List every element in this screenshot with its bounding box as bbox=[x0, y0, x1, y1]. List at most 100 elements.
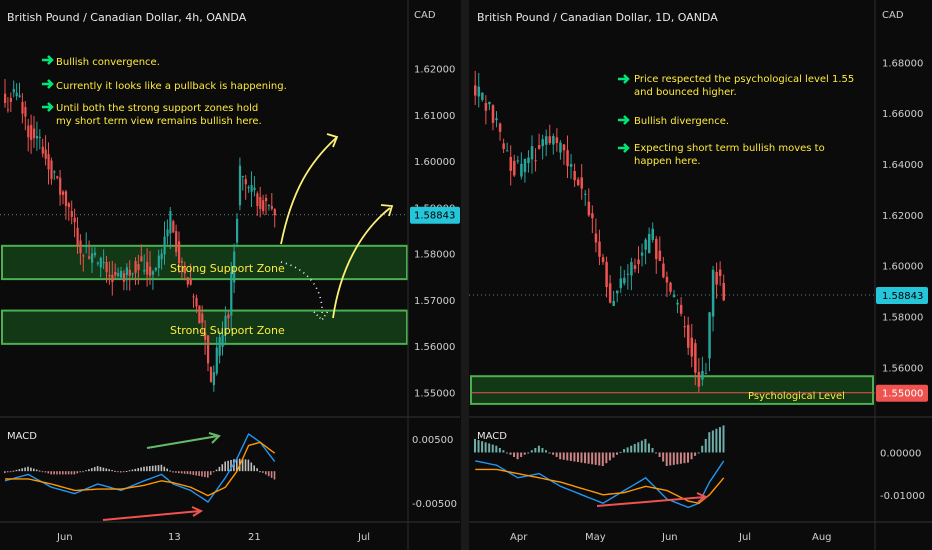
left-macd-histogram-bar bbox=[207, 471, 209, 478]
left-macd-histogram-bar bbox=[15, 469, 18, 472]
left-candle-body bbox=[93, 252, 97, 256]
right-candle-body bbox=[509, 156, 512, 171]
right-note-3: Expecting short term bullish moves to hap… bbox=[634, 143, 825, 167]
left-candle-body bbox=[76, 227, 79, 246]
left-macd-histogram-bar bbox=[88, 469, 90, 472]
left-macd-histogram-bar bbox=[137, 468, 139, 472]
right-macd-histogram-bar bbox=[520, 452, 523, 457]
left-macd-histogram-bar bbox=[178, 471, 180, 474]
left-note-3: Until both the strong support zones hold… bbox=[56, 103, 262, 127]
right-candle-body bbox=[722, 282, 725, 301]
right-candle-body bbox=[580, 177, 583, 189]
left-candle-body bbox=[18, 95, 21, 98]
left-macd-histogram-bar bbox=[221, 464, 224, 472]
left-candle-body bbox=[189, 279, 192, 285]
right-macd-histogram-bar bbox=[569, 452, 572, 461]
left-macd-histogram-bar bbox=[273, 471, 276, 480]
left-candle-body bbox=[140, 256, 143, 262]
right-candle-body bbox=[477, 86, 481, 97]
left-macd-histogram-bar bbox=[125, 471, 128, 473]
right-time-label: Aug bbox=[812, 532, 832, 543]
left-signal-line bbox=[5, 441, 276, 497]
projection-arrow-up-2 bbox=[332, 207, 391, 319]
right-candle-body bbox=[576, 179, 580, 186]
right-macd-histogram-bar bbox=[708, 432, 711, 453]
right-candle-body bbox=[605, 261, 608, 288]
left-strong-support-zone-upper bbox=[1, 244, 408, 281]
left-macd-histogram-bar bbox=[227, 460, 229, 472]
right-candle-body bbox=[562, 144, 566, 151]
right-candle-body bbox=[715, 272, 718, 285]
right-macd-histogram-bar bbox=[612, 452, 615, 458]
panel-separator[interactable] bbox=[461, 0, 469, 550]
left-macd-line bbox=[4, 432, 276, 503]
left-macd-histogram-bar bbox=[195, 471, 197, 476]
left-candle-body bbox=[6, 109, 10, 111]
right-candle-body bbox=[694, 343, 697, 373]
left-macd-histogram-bar bbox=[38, 470, 41, 472]
right-macd-histogram-bar bbox=[701, 445, 704, 453]
left-macd-histogram-bar bbox=[108, 469, 110, 472]
right-macd-histogram-bar bbox=[541, 447, 544, 453]
left-candle-body bbox=[212, 372, 215, 386]
right-macd-histogram-bar bbox=[594, 452, 597, 465]
left-time-label: Jun bbox=[56, 532, 73, 543]
right-macd-histogram-bar bbox=[626, 447, 629, 453]
left-candle-body bbox=[149, 266, 152, 276]
right-macd-histogram-bar bbox=[658, 452, 661, 457]
right-time-label: Apr bbox=[510, 532, 528, 543]
right-candle-body bbox=[619, 278, 623, 289]
right-candle-body bbox=[644, 239, 647, 250]
left-macd-histogram-bar bbox=[99, 466, 102, 472]
right-macd-label: MACD bbox=[477, 431, 507, 442]
left-macd-histogram-bar bbox=[114, 470, 116, 472]
left-candle-body bbox=[180, 261, 184, 263]
right-macd-histogram-bar bbox=[665, 452, 668, 467]
right-candle-body bbox=[495, 118, 498, 121]
left-macd-histogram-bar bbox=[105, 468, 108, 472]
note-arrow-icon bbox=[42, 79, 54, 89]
left-panel[interactable]: Strong Support Zone Strong Support Zone … bbox=[0, 0, 460, 550]
left-macd-histogram-bar bbox=[166, 468, 168, 472]
arrowhead-icon bbox=[380, 204, 394, 217]
right-macd-histogram-bar bbox=[591, 452, 594, 465]
left-candle-body bbox=[273, 209, 276, 216]
left-candle-body bbox=[204, 332, 207, 340]
right-macd-histogram-bar bbox=[683, 452, 686, 464]
left-candle-body bbox=[262, 200, 265, 212]
left-macd-histogram-bar bbox=[47, 471, 50, 474]
right-macd-histogram-bar bbox=[548, 452, 551, 454]
left-price-tick: 1.60000 bbox=[414, 157, 455, 168]
left-candle-body bbox=[4, 93, 7, 103]
right-zone-label: Psychological Level bbox=[748, 391, 845, 402]
right-candle-body bbox=[690, 337, 694, 357]
right-panel[interactable]: Psychological Level Price respected the … bbox=[469, 0, 932, 550]
left-candle-body bbox=[111, 274, 114, 283]
left-candle-body bbox=[224, 315, 227, 336]
left-macd-histogram-bar bbox=[154, 465, 157, 472]
left-candle-body bbox=[201, 313, 204, 323]
arrowhead-icon bbox=[191, 506, 204, 517]
right-macd-histogram-bar bbox=[644, 438, 647, 453]
left-support-zones bbox=[1, 244, 408, 345]
right-candle-body bbox=[594, 233, 598, 243]
left-macd-histogram-bar bbox=[146, 466, 148, 472]
right-candle-body bbox=[608, 283, 612, 303]
right-macd-histogram-bar bbox=[647, 443, 650, 453]
right-macd-histogram-bar bbox=[502, 450, 505, 453]
right-macd-histogram-bar bbox=[697, 452, 700, 454]
right-notes: Price respected the psychological level … bbox=[618, 74, 854, 167]
right-candle-body bbox=[633, 265, 637, 269]
left-candle-body bbox=[209, 366, 213, 383]
left-macd-histogram-bar bbox=[128, 470, 131, 472]
left-candle-body bbox=[99, 257, 102, 268]
right-candle-body bbox=[513, 160, 516, 176]
left-macd-histogram-bar bbox=[91, 468, 93, 472]
left-candle-body bbox=[143, 269, 146, 272]
left-candle-body bbox=[64, 191, 68, 206]
right-candle-body bbox=[559, 142, 562, 153]
right-candle-body bbox=[701, 370, 704, 380]
left-macd-histogram-bar bbox=[30, 467, 32, 472]
